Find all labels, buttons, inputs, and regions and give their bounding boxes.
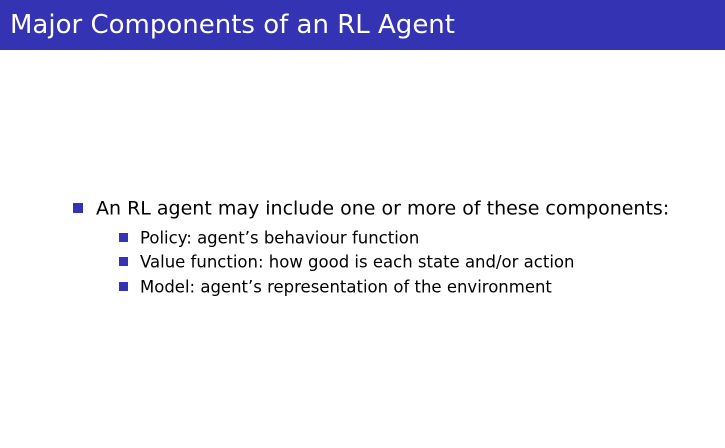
- square-bullet-icon: [73, 202, 83, 213]
- main-bullet-item: An RL agent may include one or more of t…: [73, 196, 669, 221]
- slide-title: Major Components of an RL Agent: [10, 10, 455, 40]
- sub-bullet-item-value-function: Value function: how good is each state a…: [119, 251, 574, 274]
- sub-bullet-text: Policy: agent’s behaviour function: [140, 228, 420, 248]
- square-bullet-icon: [119, 282, 128, 291]
- main-bullet-text: An RL agent may include one or more of t…: [96, 197, 670, 220]
- square-bullet-icon: [119, 257, 128, 266]
- sub-bullet-item-model: Model: agent’s representation of the env…: [119, 276, 552, 299]
- sub-bullet-item-policy: Policy: agent’s behaviour function: [119, 227, 419, 250]
- title-bar: Major Components of an RL Agent: [0, 0, 725, 50]
- sub-bullet-text: Value function: how good is each state a…: [140, 252, 575, 272]
- square-bullet-icon: [119, 233, 128, 242]
- sub-bullet-text: Model: agent’s representation of the env…: [140, 277, 552, 297]
